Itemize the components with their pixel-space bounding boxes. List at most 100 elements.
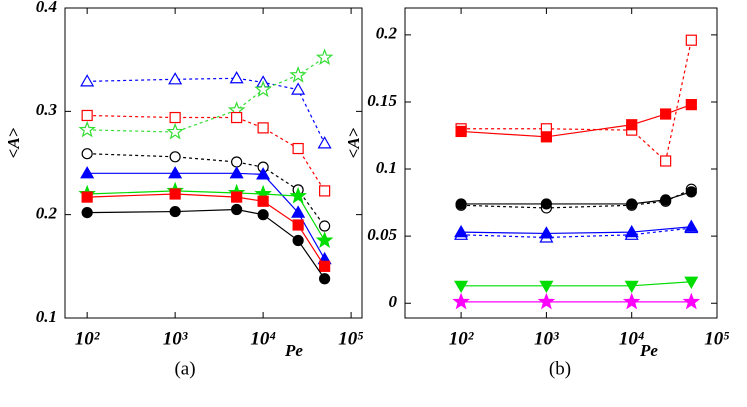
marker: [622, 292, 641, 310]
y-tick-label: 0.1: [36, 307, 57, 326]
y-tick-label: 0.05: [367, 225, 397, 244]
plot-frame: [404, 7, 718, 319]
marker: [660, 194, 672, 206]
marker: [289, 65, 307, 83]
marker: [319, 220, 331, 232]
x-tick-label: 10⁵: [704, 328, 730, 349]
marker: [80, 74, 95, 87]
marker: [685, 186, 697, 198]
series-line: [87, 190, 326, 241]
panel-caption: (a): [174, 358, 195, 379]
marker: [166, 122, 184, 140]
marker: [169, 111, 181, 124]
series-line: [461, 227, 692, 239]
marker: [78, 120, 96, 138]
marker: [684, 276, 699, 289]
series-line: [87, 114, 326, 192]
y-tick-label: 0.2: [376, 24, 398, 43]
marker: [624, 224, 639, 238]
marker: [660, 155, 672, 167]
marker: [81, 207, 93, 219]
plot-frame: [64, 7, 363, 319]
marker: [540, 131, 552, 143]
marker: [231, 191, 243, 203]
marker: [292, 142, 304, 155]
marker: [291, 205, 306, 218]
x-tick-label: 10²: [449, 328, 475, 349]
marker: [292, 219, 304, 231]
series-line: [87, 172, 326, 260]
series-line: [87, 208, 326, 280]
marker: [229, 166, 244, 179]
marker: [319, 260, 331, 272]
marker: [539, 226, 554, 239]
marker: [539, 280, 554, 294]
marker: [257, 209, 269, 221]
marker: [319, 185, 331, 197]
marker: [231, 156, 243, 168]
marker: [168, 72, 183, 85]
series-line: [461, 281, 692, 287]
y-axis-label: <A>: [344, 127, 363, 158]
x-axis-label: Pe: [284, 341, 303, 360]
marker: [80, 166, 95, 179]
marker: [660, 108, 672, 120]
marker: [256, 167, 271, 180]
panel-caption: (b): [549, 358, 571, 379]
y-tick-label: 0: [389, 292, 398, 311]
series-line: [461, 191, 692, 205]
series-line: [87, 77, 326, 144]
marker: [455, 198, 467, 210]
marker: [292, 234, 304, 247]
marker: [626, 198, 638, 210]
series-line: [461, 104, 692, 138]
series-line: [461, 40, 692, 163]
marker: [454, 224, 469, 238]
marker: [257, 122, 269, 134]
x-tick-label: 10³: [163, 328, 188, 349]
marker: [169, 151, 181, 163]
x-tick-label: 10²: [75, 328, 101, 349]
marker: [81, 109, 93, 122]
marker: [626, 119, 638, 131]
marker: [685, 34, 697, 46]
series-line: [87, 57, 325, 133]
marker: [540, 198, 552, 210]
series-line: [87, 153, 326, 227]
marker: [81, 148, 93, 160]
marker: [289, 186, 307, 204]
marker: [454, 280, 469, 294]
y-tick-label: 0.4: [36, 0, 57, 16]
x-tick-label: 10⁵: [338, 328, 364, 349]
marker: [168, 166, 183, 179]
marker: [291, 82, 306, 95]
marker: [319, 273, 331, 285]
marker: [684, 219, 699, 232]
series-line: [87, 193, 326, 267]
x-tick-label: 10⁴: [619, 328, 645, 349]
x-tick-label: 10⁴: [250, 328, 276, 349]
marker: [257, 195, 269, 207]
marker: [452, 292, 470, 310]
marker: [455, 125, 467, 138]
marker: [81, 191, 93, 203]
marker: [254, 80, 272, 98]
series-line: [461, 188, 692, 209]
x-axis-label: Pe: [639, 341, 658, 360]
marker: [231, 111, 243, 124]
marker: [169, 205, 181, 218]
marker: [231, 203, 243, 216]
marker: [229, 71, 244, 84]
marker: [169, 188, 181, 200]
y-tick-label: 0.15: [367, 91, 397, 110]
x-tick-label: 10³: [534, 328, 559, 349]
y-tick-label: 0.2: [36, 204, 58, 223]
marker: [537, 292, 556, 310]
marker: [685, 99, 697, 111]
marker: [315, 48, 334, 66]
series-line: [461, 226, 692, 235]
y-axis-label: <A>: [4, 127, 23, 158]
y-tick-label: 0.3: [36, 100, 58, 119]
marker: [315, 231, 334, 248]
